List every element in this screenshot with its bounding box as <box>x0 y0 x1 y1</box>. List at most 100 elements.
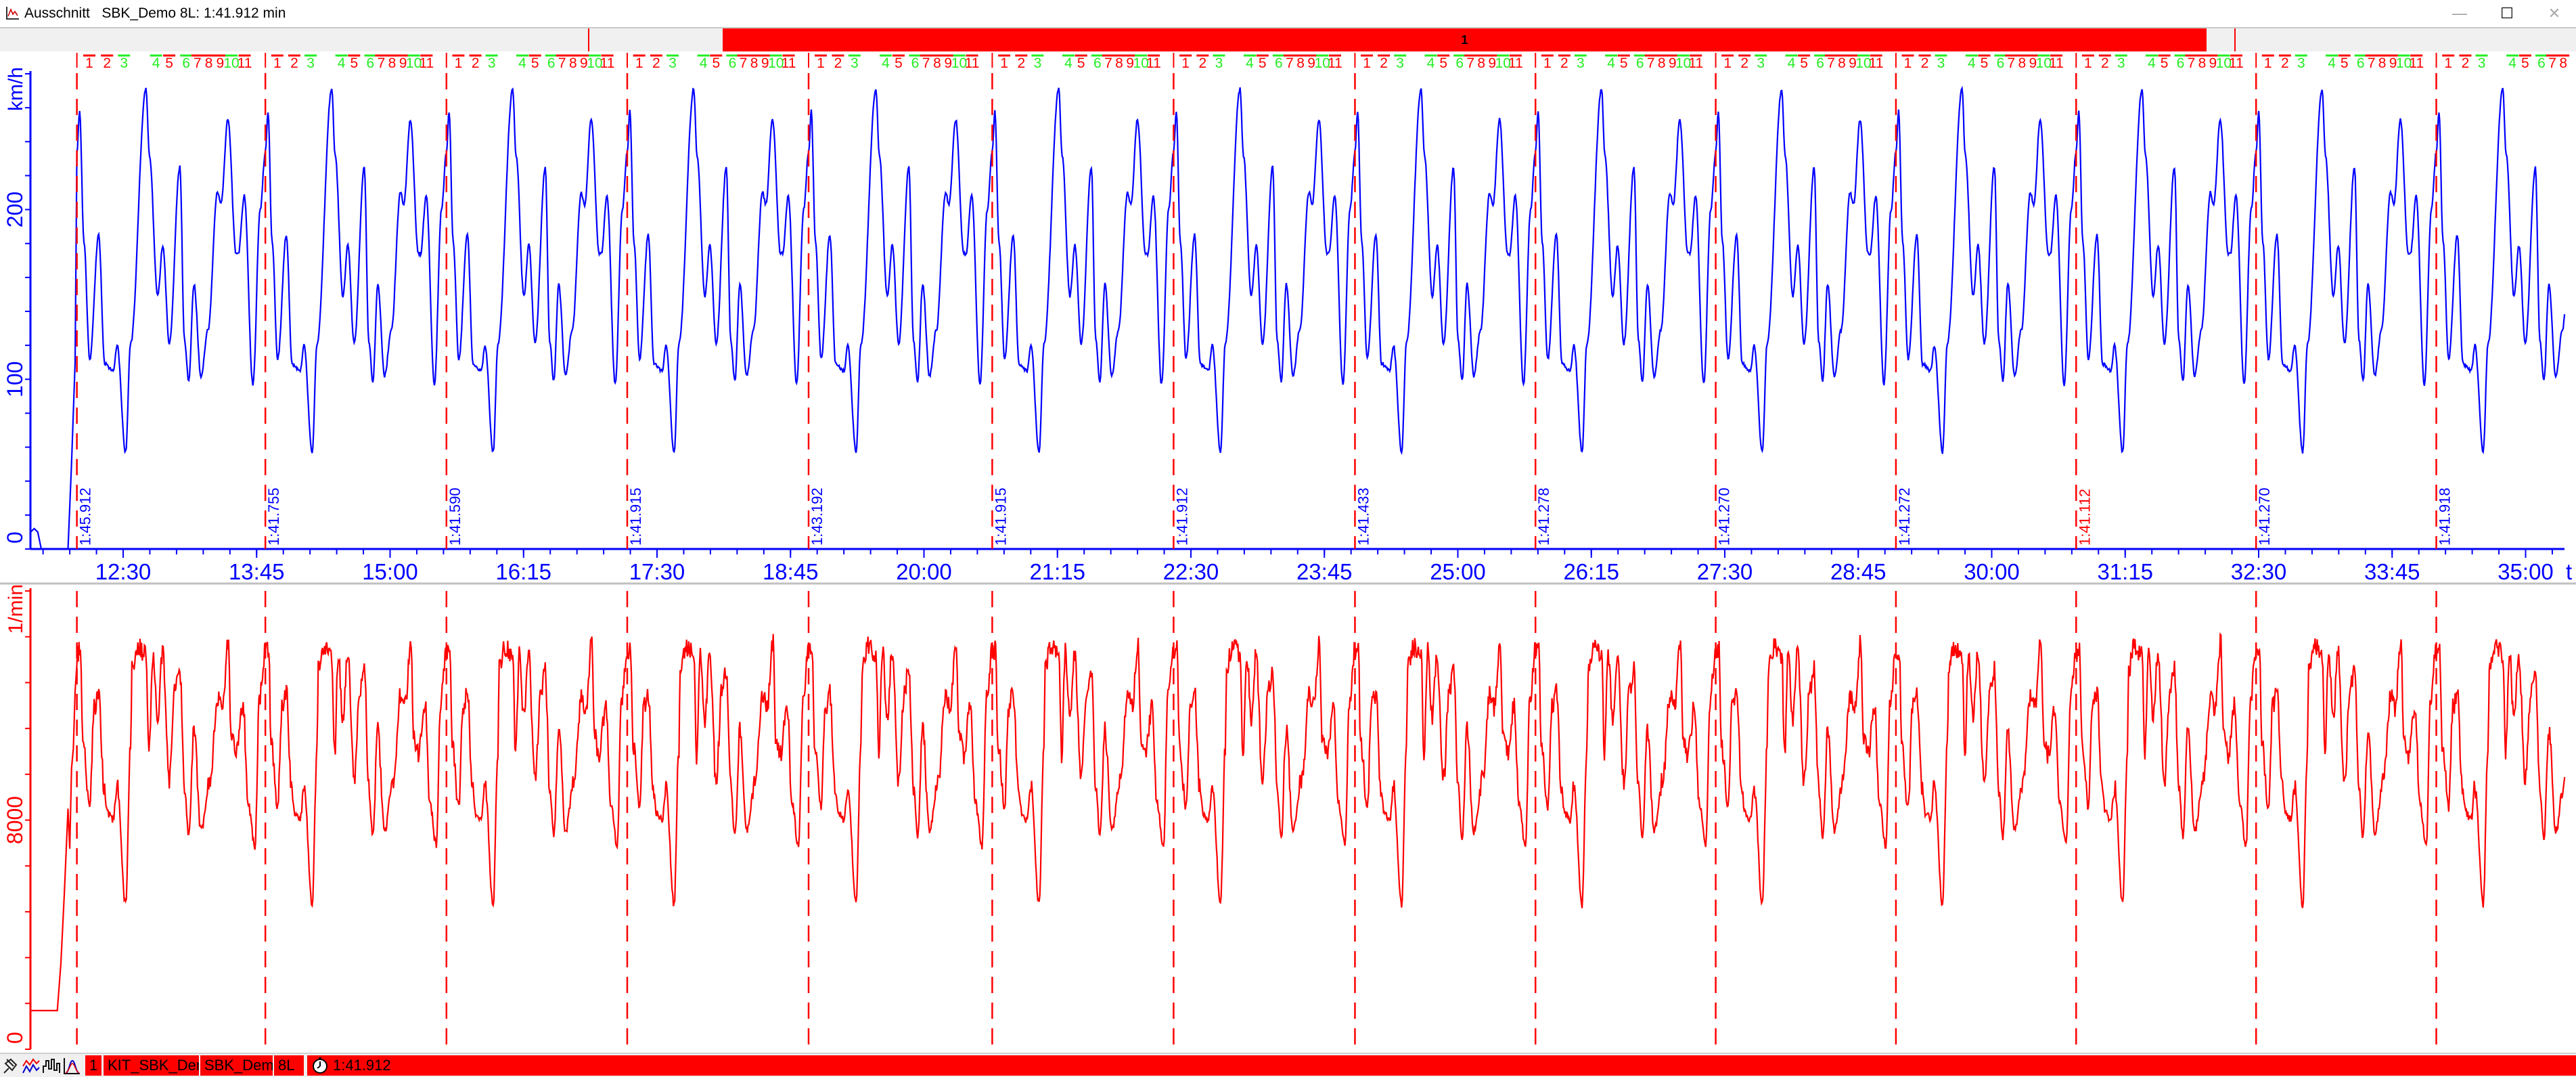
sector-marker-label[interactable]: 6 <box>1455 56 1464 71</box>
histogram-icon[interactable] <box>42 1057 61 1076</box>
sector-marker-label[interactable]: 3 <box>1215 56 1223 71</box>
sector-marker-label[interactable]: 10 <box>2036 56 2052 71</box>
sector-marker-label[interactable]: 7 <box>2008 56 2016 71</box>
sector-marker-label[interactable]: 5 <box>2521 56 2529 71</box>
sector-marker-label[interactable]: 3 <box>1396 56 1404 71</box>
sector-marker-label[interactable]: 5 <box>895 56 903 71</box>
sector-marker-label[interactable]: 3 <box>1577 56 1585 71</box>
sector-marker-label[interactable]: 4 <box>2508 56 2516 71</box>
sector-marker-label[interactable]: 7 <box>1827 56 1835 71</box>
sector-marker-label[interactable]: 1 <box>1543 56 1552 71</box>
sector-marker-label[interactable]: 11 <box>1146 56 1161 71</box>
sector-marker-label[interactable]: 3 <box>851 56 859 71</box>
range-start-marker[interactable] <box>588 28 589 51</box>
sector-marker-label[interactable]: 9 <box>761 56 769 71</box>
sector-marker-label[interactable]: 7 <box>2188 56 2196 71</box>
sector-marker-label[interactable]: 8 <box>933 56 941 71</box>
sector-marker-label[interactable]: 4 <box>338 56 346 71</box>
sector-marker-label[interactable]: 5 <box>531 56 539 71</box>
sector-marker-label[interactable]: 2 <box>472 56 480 71</box>
sector-marker-label[interactable]: 6 <box>1636 56 1644 71</box>
sector-marker-label[interactable]: 7 <box>2548 56 2556 71</box>
sector-marker-label[interactable]: 5 <box>1620 56 1628 71</box>
sector-marker-label[interactable]: 6 <box>547 56 556 71</box>
sector-marker-label[interactable]: 5 <box>712 56 720 71</box>
sector-marker-label[interactable]: 7 <box>922 56 930 71</box>
sector-marker-label[interactable]: 5 <box>165 56 173 71</box>
sector-marker-label[interactable]: 6 <box>729 56 737 71</box>
sector-marker-label[interactable]: 4 <box>1788 56 1796 71</box>
sector-marker-label[interactable]: 3 <box>1937 56 1945 71</box>
sector-marker-label[interactable]: 2 <box>2281 56 2289 71</box>
sector-marker-label[interactable]: 11 <box>238 56 252 71</box>
lap-count-field[interactable]: 8L <box>274 1055 304 1076</box>
sector-marker-label[interactable]: 5 <box>1981 56 1989 71</box>
sector-marker-label[interactable]: 4 <box>1607 56 1615 71</box>
sector-marker-label[interactable]: 3 <box>120 56 128 71</box>
sector-marker-label[interactable]: 7 <box>1647 56 1655 71</box>
sector-marker-label[interactable]: 7 <box>378 56 386 71</box>
sector-marker-label[interactable]: 11 <box>965 56 980 71</box>
sector-marker-label[interactable]: 1 <box>1904 56 1912 71</box>
sector-marker-label[interactable]: 10 <box>1855 56 1871 71</box>
overlay-traces-icon[interactable] <box>22 1057 41 1076</box>
sector-marker-label[interactable]: 8 <box>1296 56 1305 71</box>
sector-marker-label[interactable]: 1 <box>2264 56 2272 71</box>
sector-marker-label[interactable]: 9 <box>944 56 952 71</box>
sector-marker-label[interactable]: 8 <box>1838 56 1846 71</box>
sector-marker-label[interactable]: 6 <box>1275 56 1283 71</box>
sector-marker-label[interactable]: 1 <box>85 56 93 71</box>
sector-marker-label[interactable]: 1 <box>2444 56 2452 71</box>
sector-marker-label[interactable]: 4 <box>2148 56 2156 71</box>
sector-marker-label[interactable]: 2 <box>290 56 298 71</box>
sector-marker-label[interactable]: 6 <box>182 56 190 71</box>
sector-marker-label[interactable]: 11 <box>2049 56 2064 71</box>
sector-marker-label[interactable]: 8 <box>2018 56 2027 71</box>
sector-marker-label[interactable]: 4 <box>152 56 160 71</box>
sector-marker-label[interactable]: 9 <box>580 56 588 71</box>
sector-marker-label[interactable]: 4 <box>1246 56 1254 71</box>
sector-marker-label[interactable]: 2 <box>1380 56 1388 71</box>
sector-marker-label[interactable]: 2 <box>1198 56 1206 71</box>
sector-marker-label[interactable]: 11 <box>419 56 434 71</box>
sector-marker-label[interactable]: 11 <box>1869 56 1884 71</box>
sector-marker-label[interactable]: 5 <box>2161 56 2169 71</box>
lap-number-field[interactable]: 1 <box>85 1055 101 1076</box>
sector-marker-label[interactable]: 3 <box>669 56 677 71</box>
sector-marker-label[interactable]: 10 <box>1315 56 1330 71</box>
sector-marker-label[interactable]: 5 <box>2341 56 2349 71</box>
selected-lap-range-bar[interactable]: 1 <box>723 28 2207 51</box>
sector-marker-label[interactable]: 10 <box>951 56 967 71</box>
sector-marker-label[interactable]: 11 <box>2229 56 2244 71</box>
range-end-marker[interactable] <box>2234 28 2236 51</box>
sector-marker-label[interactable]: 1 <box>1000 56 1008 71</box>
sector-marker-label[interactable]: 4 <box>882 56 890 71</box>
sector-marker-label[interactable]: 2 <box>103 56 111 71</box>
sector-marker-label[interactable]: 1 <box>1181 56 1190 71</box>
sector-marker-label[interactable]: 7 <box>2368 56 2376 71</box>
sector-marker-label[interactable]: 2 <box>1921 56 1929 71</box>
sector-marker-label[interactable]: 1 <box>1723 56 1732 71</box>
sector-marker-label[interactable]: 9 <box>2389 56 2397 71</box>
sector-marker-label[interactable]: 5 <box>1259 56 1267 71</box>
maximize-button[interactable]: ☐ <box>2500 5 2514 22</box>
sector-marker-label[interactable]: 11 <box>1688 56 1703 71</box>
sector-marker-label[interactable]: 4 <box>1427 56 1435 71</box>
sector-marker-label[interactable]: 2 <box>834 56 842 71</box>
speed-series-line[interactable] <box>30 85 2566 550</box>
lap-time-field[interactable]: 1:41.912 <box>307 1055 2576 1076</box>
sector-marker-label[interactable]: 5 <box>1077 56 1085 71</box>
sector-marker-label[interactable]: 2 <box>1560 56 1568 71</box>
sector-marker-label[interactable]: 8 <box>388 56 397 71</box>
sector-marker-label[interactable]: 9 <box>1126 56 1134 71</box>
sector-marker-label[interactable]: 1 <box>817 56 825 71</box>
sector-marker-label[interactable]: 11 <box>600 56 615 71</box>
sector-marker-label[interactable]: 7 <box>1286 56 1294 71</box>
sector-marker-label[interactable]: 10 <box>406 56 422 71</box>
sector-marker-label[interactable]: 11 <box>1508 56 1523 71</box>
session-field[interactable]: SBK_Demo <box>200 1055 273 1076</box>
sector-marker-label[interactable]: 7 <box>194 56 202 71</box>
sector-marker-label[interactable]: 8 <box>2559 56 2567 71</box>
sector-marker-label[interactable]: 9 <box>1669 56 1677 71</box>
sector-marker-label[interactable]: 6 <box>911 56 920 71</box>
